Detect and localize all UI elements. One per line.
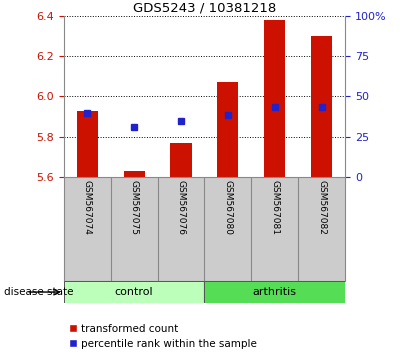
Bar [64,281,204,303]
Legend: transformed count, percentile rank within the sample: transformed count, percentile rank withi… [69,324,257,349]
Text: GSM567074: GSM567074 [83,180,92,235]
Text: arthritis: arthritis [253,287,297,297]
Title: GDS5243 / 10381218: GDS5243 / 10381218 [133,2,276,15]
Text: GSM567075: GSM567075 [129,180,139,235]
Text: GSM567080: GSM567080 [224,180,233,235]
Bar [264,20,285,177]
Bar [205,281,345,303]
Bar [217,82,238,177]
Bar [76,110,98,177]
Bar [171,143,192,177]
Text: control: control [115,287,153,297]
Bar [124,171,145,177]
Text: GSM567076: GSM567076 [176,180,185,235]
Bar [311,36,332,177]
Text: GSM567081: GSM567081 [270,180,279,235]
Text: disease state: disease state [4,287,74,297]
Text: GSM567082: GSM567082 [317,180,326,235]
